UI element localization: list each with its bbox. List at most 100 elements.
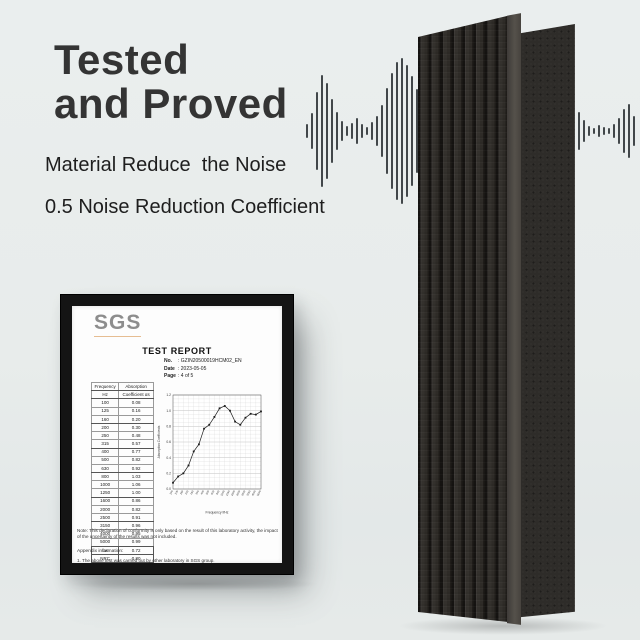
- x-tick-label: 1250: [225, 489, 232, 496]
- table-row: 125 0.16: [90, 406, 154, 416]
- table-cell: 0.92: [118, 463, 154, 474]
- title-line-1: Tested: [54, 36, 190, 83]
- soundwave-bar: [396, 62, 398, 200]
- soundwave-bar: [381, 105, 383, 157]
- table-header-row: Hz Coefficient αs: [90, 390, 154, 400]
- soundwave-bar: [326, 83, 328, 179]
- table-cell: 0.82: [118, 455, 154, 465]
- table-row: 100 0.08: [90, 398, 154, 408]
- table-cell: 1000: [90, 480, 120, 490]
- soundwave-bar: [416, 89, 418, 173]
- x-tick-label: 315: [194, 489, 200, 495]
- table-cell: 100: [90, 398, 120, 408]
- x-tick-label: 400: [199, 489, 205, 495]
- appendix-item: 1. The above test was carried out by oth…: [77, 558, 215, 563]
- soundwave-bar: [613, 124, 615, 138]
- table-cell: 2000: [90, 504, 120, 515]
- table-cell: 400: [90, 447, 120, 457]
- x-tick-label: 800: [215, 489, 221, 495]
- soundwave-bar: [341, 121, 343, 141]
- table-cell: 800: [90, 472, 120, 482]
- soundwave-bar: [356, 118, 358, 144]
- chart-data-marker: [192, 450, 195, 453]
- y-tick-label: 0.6: [166, 440, 171, 444]
- soundwave-bar: [306, 124, 308, 138]
- y-axis-title: Absorption Coefficients: [157, 425, 161, 458]
- soundwave-bar: [316, 92, 318, 170]
- absorption-table-body: 100 0.08 125 0.16 160 0.20 200 0.30 250 0.48 315 0.…: [90, 398, 154, 564]
- chart-data-marker: [197, 443, 200, 446]
- subtitle-noise: Material Reduce the Noise: [45, 154, 287, 176]
- chart-data-marker: [234, 420, 237, 423]
- test-report-paper: SGS TEST REPORT No.: GZIN20500019HCM02_E…: [72, 306, 282, 564]
- table-cell: 0.20: [118, 414, 154, 424]
- soundwave-bar: [321, 75, 323, 187]
- soundwave-bar: [366, 127, 368, 135]
- report-meta-line: No.: GZIN20500019HCM02_EN: [164, 358, 242, 366]
- table-cell: 0.91: [118, 512, 154, 523]
- soundwave-bar: [598, 125, 600, 137]
- y-tick-label: 0.0: [166, 487, 171, 491]
- soundwave-bar: [376, 116, 378, 146]
- x-tick-label: 200: [184, 489, 190, 495]
- table-cell: 0.86: [118, 496, 154, 506]
- chart-border: [172, 394, 262, 490]
- table-header-cell: Coefficient αs: [118, 390, 154, 400]
- table-cell: 315: [90, 439, 120, 449]
- y-tick-label: 0.2: [166, 472, 171, 476]
- table-cell: 160: [90, 414, 120, 424]
- table-cell: 0.30: [118, 422, 154, 433]
- table-row: 800 1.03: [90, 472, 154, 482]
- table-row: 160 0.20: [90, 414, 154, 424]
- table-cell: 0.72: [118, 545, 154, 555]
- table-cell: 0.16: [118, 406, 154, 416]
- table-row: 400 0.77: [90, 447, 154, 457]
- certificate-frame: SGS TEST REPORT No.: GZIN20500019HCM02_E…: [60, 294, 294, 575]
- table-row: 315 0.57: [90, 439, 154, 449]
- table-row: 200 0.30: [90, 422, 154, 433]
- subtitle-nrc: 0.5 Noise Reduction Coefficient: [45, 196, 325, 218]
- acoustic-panel-slats: [418, 16, 507, 622]
- meta-value: : 2023-05-05: [178, 365, 207, 372]
- soundwave-bar: [361, 124, 363, 138]
- soundwave-bar: [618, 118, 620, 144]
- soundwave-icon-left: [306, 56, 432, 206]
- chart-data-marker: [177, 475, 180, 478]
- table-cell: 0.80: [118, 553, 154, 564]
- soundwave-bar: [351, 123, 353, 139]
- soundwave-bar: [608, 128, 610, 134]
- chart-data-marker: [203, 427, 205, 430]
- x-tick-label: 125: [173, 489, 179, 495]
- table-cell: 0.77: [118, 447, 154, 457]
- report-meta-line: Page: 4 of 5: [164, 373, 242, 381]
- chart-data-marker: [260, 410, 262, 413]
- table-row: 2500 0.91: [90, 512, 154, 523]
- table-cell: 0.48: [118, 431, 154, 441]
- table-cell: 1600: [90, 496, 120, 506]
- absorption-table-header: Frequency Absorption Hz Coefficient αs: [90, 381, 154, 400]
- table-header-row: Frequency Absorption: [90, 381, 154, 392]
- meta-label: Page: [164, 373, 176, 379]
- chart-data-marker: [249, 412, 252, 415]
- meta-label: No.: [164, 358, 173, 364]
- appendix-title: Appendix information:: [77, 549, 124, 554]
- page-title: Tested and Proved: [54, 38, 288, 126]
- table-cell: 1.00: [118, 488, 154, 498]
- chart-data-marker: [213, 416, 216, 418]
- table-cell: 200: [90, 422, 120, 433]
- soundwave-bar: [633, 116, 635, 146]
- soundwave-bar: [588, 126, 590, 136]
- table-cell: 0.57: [118, 439, 154, 449]
- table-header-cell: Frequency: [90, 381, 120, 392]
- x-tick-label: 2000: [235, 489, 242, 496]
- chart-data-marker: [254, 413, 257, 416]
- meta-label: Date: [164, 365, 175, 372]
- table-cell: NRC: [90, 553, 120, 564]
- chart-data-marker: [182, 472, 185, 475]
- table-summary-row: NRC 0.80: [90, 553, 154, 564]
- table-row: 500 0.82: [90, 455, 154, 465]
- soundwave-bar: [603, 127, 605, 135]
- soundwave-bar: [386, 88, 388, 174]
- soundwave-bar: [578, 112, 580, 150]
